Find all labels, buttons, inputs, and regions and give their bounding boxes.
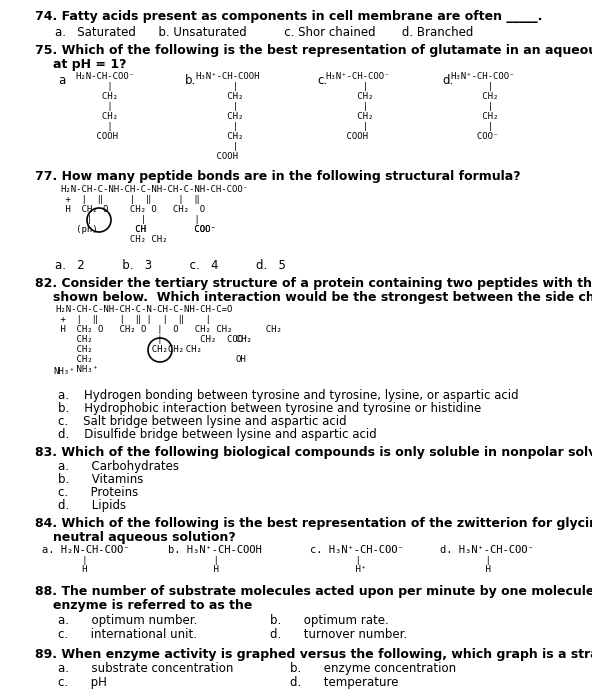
Text: |: | (450, 102, 493, 111)
Text: CH₂: CH₂ (175, 345, 202, 354)
Text: CH₂: CH₂ (55, 355, 92, 364)
Text: c.      international unit.: c. international unit. (58, 628, 197, 641)
Text: |: | (195, 102, 238, 111)
Text: |: | (450, 122, 493, 131)
Text: CH         COO⁻: CH COO⁻ (60, 225, 216, 234)
Text: a.      Carbohydrates: a. Carbohydrates (58, 460, 179, 473)
Text: CH₂           CH₂CH₂: CH₂ CH₂CH₂ (55, 345, 184, 354)
Text: CH₂ CH₂: CH₂ CH₂ (60, 235, 168, 244)
Text: at pH = 1?: at pH = 1? (53, 58, 127, 71)
Text: CH₂: CH₂ (450, 112, 498, 121)
Text: a.   2          b.   3          c.   4          d.   5: a. 2 b. 3 c. 4 d. 5 (55, 259, 286, 272)
Text: d. H₃N⁺-CH-COO⁻: d. H₃N⁺-CH-COO⁻ (440, 545, 534, 555)
Text: CH₂: CH₂ (450, 92, 498, 101)
Text: a.   Saturated      b. Unsaturated          c. Shor chained       d. Branched: a. Saturated b. Unsaturated c. Shor chai… (55, 26, 474, 39)
Text: |: | (325, 102, 368, 111)
Text: |         |         |: | | | (60, 215, 200, 224)
Text: COOH: COOH (325, 132, 368, 141)
Text: b.      optimum rate.: b. optimum rate. (270, 614, 389, 627)
Text: c. H₃N⁺-CH-COO⁻: c. H₃N⁺-CH-COO⁻ (310, 545, 404, 555)
Text: COOH: COOH (195, 152, 238, 161)
Text: 89. When enzyme activity is graphed versus the following, which graph is a strai: 89. When enzyme activity is graphed vers… (35, 648, 592, 661)
Text: |: | (75, 82, 112, 91)
Text: H  CH₂ O    CH₂ O   CH₂  O: H CH₂ O CH₂ O CH₂ O (60, 205, 205, 214)
Text: H₃N⁺-CH-COOH: H₃N⁺-CH-COOH (195, 72, 259, 81)
Text: H₂N-CH-COO⁻: H₂N-CH-COO⁻ (75, 72, 134, 81)
Text: H₂N-CH-C-NH-CH-C-N-CH-C-NH-CH-C=O: H₂N-CH-C-NH-CH-C-N-CH-C-NH-CH-C=O (55, 305, 233, 314)
Text: |: | (75, 102, 112, 111)
Text: 74. Fatty acids present as components in cell membrane are often _____.: 74. Fatty acids present as components in… (35, 10, 542, 23)
Text: |: | (195, 82, 238, 91)
Text: d.      turnover number.: d. turnover number. (270, 628, 407, 641)
Text: 88. The number of substrate molecules acted upon per minute by one molecule of: 88. The number of substrate molecules ac… (35, 585, 592, 598)
Text: |: | (325, 82, 368, 91)
Text: CH₂: CH₂ (325, 92, 374, 101)
Text: H₃N⁺-CH-COO⁻: H₃N⁺-CH-COO⁻ (450, 72, 514, 81)
Text: |: | (75, 122, 112, 131)
Text: c.    Salt bridge between lysine and aspartic acid: c. Salt bridge between lysine and aspart… (58, 415, 347, 428)
Text: c.: c. (317, 74, 327, 87)
Text: d.    Disulfide bridge between lysine and aspartic acid: d. Disulfide bridge between lysine and a… (58, 428, 377, 441)
Text: H  CH₂ O   CH₂ O  |  O   CH₂ CH₂: H CH₂ O CH₂ O | O CH₂ CH₂ (55, 325, 233, 334)
Text: 82. Consider the tertiary structure of a protein containing two peptides with th: 82. Consider the tertiary structure of a… (35, 277, 592, 290)
Text: |: | (195, 122, 238, 131)
Text: b.      Vitamins: b. Vitamins (58, 473, 143, 486)
Text: OH: OH (235, 355, 246, 364)
Text: a.    Hydrogen bonding between tyrosine and tyrosine, lysine, or aspartic acid: a. Hydrogen bonding between tyrosine and… (58, 389, 519, 402)
Text: 75. Which of the following is the best representation of glutamate in an aqueous: 75. Which of the following is the best r… (35, 44, 592, 57)
Text: CH₂: CH₂ (255, 325, 282, 334)
Text: NH₃⁺: NH₃⁺ (55, 365, 98, 374)
Text: enzyme is referred to as the: enzyme is referred to as the (53, 599, 252, 612)
Text: |: | (464, 556, 491, 565)
Text: CH₂: CH₂ (75, 92, 118, 101)
Text: CH₂: CH₂ (195, 132, 243, 141)
Text: d.      Lipids: d. Lipids (58, 499, 126, 512)
Text: CH₂: CH₂ (325, 112, 374, 121)
Text: |: | (192, 556, 219, 565)
Text: H: H (192, 565, 219, 574)
Text: d.      temperature: d. temperature (290, 676, 398, 689)
Text: a: a (58, 74, 65, 87)
Text: d.: d. (442, 74, 453, 87)
Text: H: H (66, 565, 88, 574)
Text: NH₃⁺: NH₃⁺ (53, 367, 75, 376)
Text: +  |  ‖     |  ‖     |  ‖: + | ‖ | ‖ | ‖ (60, 195, 200, 204)
Text: b.    Hydrophobic interaction between tyrosine and tyrosine or histidine: b. Hydrophobic interaction between tyros… (58, 402, 481, 415)
Text: 84. Which of the following is the best representation of the zwitterion for glyc: 84. Which of the following is the best r… (35, 517, 592, 530)
Text: |: | (195, 142, 238, 151)
Text: c.      Proteins: c. Proteins (58, 486, 139, 499)
Text: CH₂: CH₂ (195, 112, 243, 121)
Text: +  |  ‖    |  ‖ |  |  ‖    |: + | ‖ | ‖ | | ‖ | (55, 315, 211, 324)
Text: CH₂            |       CH₂  COO⁻: CH₂ | CH₂ COO⁻ (55, 335, 249, 344)
Text: CH₂: CH₂ (225, 335, 252, 344)
Text: 77. How many peptide bonds are in the following structural formula?: 77. How many peptide bonds are in the fo… (35, 170, 520, 183)
Text: 83. Which of the following biological compounds is only soluble in nonpolar solv: 83. Which of the following biological co… (35, 446, 592, 459)
Text: shown below.  Which interaction would be the strongest between the side chains?: shown below. Which interaction would be … (53, 291, 592, 304)
Text: b.      enzyme concentration: b. enzyme concentration (290, 662, 456, 675)
Text: a. H₂N-CH-COO⁻: a. H₂N-CH-COO⁻ (42, 545, 130, 555)
Text: COO⁻: COO⁻ (450, 132, 498, 141)
Text: |: | (334, 556, 361, 565)
Text: COOH: COOH (75, 132, 118, 141)
Text: b. H₃N⁺-CH-COOH: b. H₃N⁺-CH-COOH (168, 545, 262, 555)
Text: H⁺: H⁺ (334, 565, 366, 574)
Text: neutral aqueous solution?: neutral aqueous solution? (53, 531, 236, 544)
Text: |: | (450, 82, 493, 91)
Text: |: | (325, 122, 368, 131)
Text: H₃N⁺-CH-COO⁻: H₃N⁺-CH-COO⁻ (325, 72, 390, 81)
Text: a.      optimum number.: a. optimum number. (58, 614, 197, 627)
Text: b.: b. (185, 74, 197, 87)
Text: CH₂: CH₂ (75, 112, 118, 121)
Text: CH₂: CH₂ (195, 92, 243, 101)
Text: (ph)       CH         COO⁻: (ph) CH COO⁻ (60, 225, 216, 234)
Text: H₂N-CH-C-NH-CH-C-NH-CH-C-NH-CH-COO⁻: H₂N-CH-C-NH-CH-C-NH-CH-C-NH-CH-COO⁻ (60, 185, 248, 194)
Text: H: H (464, 565, 491, 574)
Text: a.      substrate concentration: a. substrate concentration (58, 662, 233, 675)
Text: c.      pH: c. pH (58, 676, 107, 689)
Text: |: | (66, 556, 88, 565)
